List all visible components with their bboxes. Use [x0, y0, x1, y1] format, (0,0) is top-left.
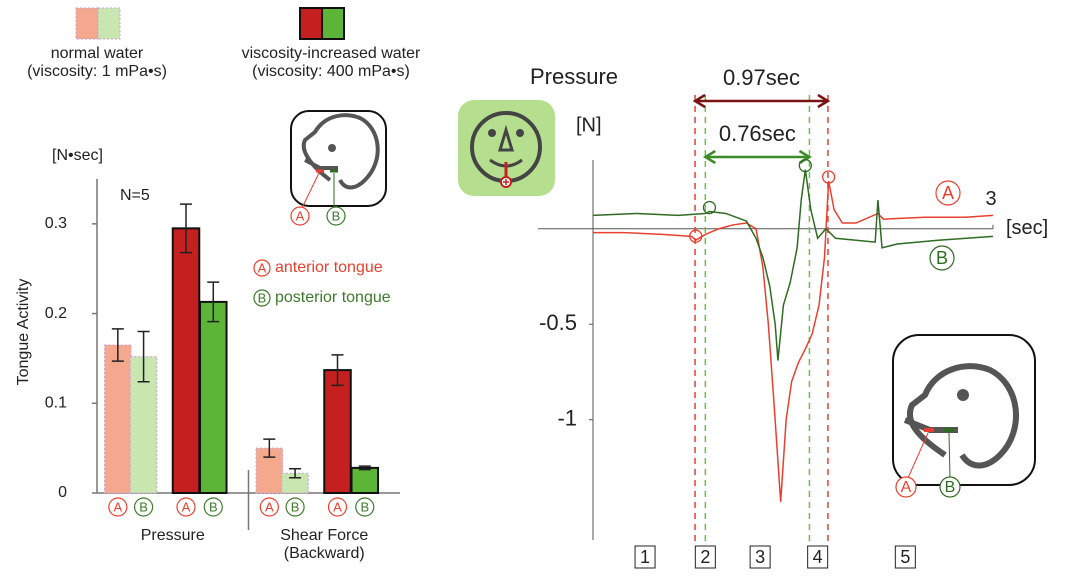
- chart-canvas: 0 0.1 0.2 0.3 Tongue Activity [N•sec] N=5 Aante…: [0, 0, 1067, 576]
- marker-letter: B: [332, 208, 341, 223]
- y-tick-label: 0.3: [45, 215, 67, 232]
- legend-swatch: [300, 8, 322, 39]
- y-unit: [N]: [576, 114, 602, 136]
- marker-letter: B: [360, 499, 369, 514]
- span-arrow: [705, 151, 809, 163]
- marker-letter: A: [296, 208, 305, 223]
- figure: 0 0.1 0.2 0.3 Tongue Activity [N•sec] N=5 Aante…: [0, 0, 1067, 576]
- y-unit: [N•sec]: [52, 147, 103, 164]
- bar: [324, 370, 351, 493]
- x-tick-label: Pressure: [113, 527, 233, 545]
- legend-name: normal water: [0, 45, 217, 63]
- marker-letter: B: [139, 499, 148, 514]
- part-legend: anterior tongue: [275, 259, 383, 276]
- phase-label: 5: [900, 547, 910, 567]
- bar: [352, 468, 379, 493]
- marker-letter: B: [936, 248, 948, 268]
- x-tick-label: 3: [985, 188, 996, 210]
- phase-label: 1: [640, 547, 650, 567]
- head-icon-large: [893, 335, 1035, 485]
- marker-letter: A: [182, 499, 191, 514]
- span-arrow: [695, 95, 828, 107]
- legend-detail: (viscosity: 1 mPa•s): [0, 63, 217, 81]
- legend-swatch: [76, 8, 98, 39]
- x-tick-label: Shear Force (Backward): [264, 527, 384, 563]
- y-tick-label: -1: [557, 406, 577, 431]
- marker-letter: B: [258, 290, 267, 305]
- marker-letter: A: [113, 499, 122, 514]
- bar: [173, 228, 200, 493]
- y-tick-label: 0.1: [45, 395, 67, 412]
- legend-swatch: [98, 8, 120, 39]
- part-legend: posterior tongue: [275, 289, 391, 306]
- bar: [105, 345, 132, 493]
- legend-detail: (viscosity: 400 mPa•s): [211, 63, 451, 81]
- span-label: 0.76sec: [719, 121, 796, 146]
- head-icon-small: [291, 111, 386, 208]
- phase-label: 3: [755, 547, 765, 567]
- annotation: N=5: [120, 187, 150, 204]
- legend-name: viscosity-increased water: [211, 45, 451, 63]
- marker-letter: A: [333, 499, 342, 514]
- marker-letter: B: [209, 499, 218, 514]
- marker-letter: A: [265, 499, 274, 514]
- x-unit: [sec]: [1006, 217, 1048, 239]
- phase-label: 4: [813, 547, 823, 567]
- phase-label: 2: [700, 547, 710, 567]
- marker-letter: A: [258, 260, 267, 275]
- legend-swatch: [322, 8, 344, 39]
- marker-letter: A: [901, 479, 912, 496]
- span-label: 0.97sec: [723, 65, 800, 90]
- bar: [200, 302, 227, 493]
- chart-title: Pressure: [530, 64, 618, 89]
- y-tick-label: 0.2: [45, 305, 67, 322]
- y-axis-label: Tongue Activity: [15, 279, 32, 386]
- marker-letter: A: [942, 183, 954, 203]
- face-icon: [458, 100, 555, 196]
- marker-letter: B: [945, 479, 956, 496]
- marker-letter: B: [291, 499, 300, 514]
- y-tick-label: 0: [58, 484, 67, 501]
- y-tick-label: -0.5: [539, 310, 577, 335]
